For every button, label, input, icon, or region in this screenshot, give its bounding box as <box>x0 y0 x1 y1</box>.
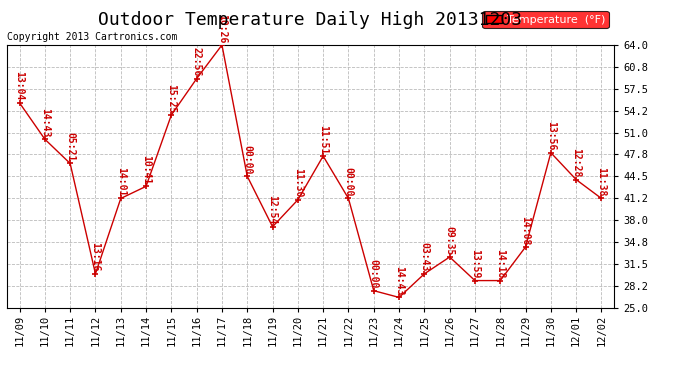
Text: 15:25: 15:25 <box>166 84 177 113</box>
Text: 11:51: 11:51 <box>318 124 328 154</box>
Text: 03:43: 03:43 <box>420 243 429 272</box>
Text: Outdoor Temperature Daily High 20131203: Outdoor Temperature Daily High 20131203 <box>99 11 522 29</box>
Text: 14:43: 14:43 <box>40 108 50 137</box>
Text: 12:54: 12:54 <box>268 195 277 225</box>
Text: 14:43: 14:43 <box>394 266 404 296</box>
Text: 13:16: 13:16 <box>90 243 101 272</box>
Text: 13:04: 13:04 <box>14 72 25 101</box>
Text: 05:21: 05:21 <box>65 132 75 162</box>
Text: 12:28: 12:28 <box>571 148 581 178</box>
Text: 13:59: 13:59 <box>470 249 480 279</box>
Text: 00:00: 00:00 <box>344 167 353 196</box>
Text: 11:38: 11:38 <box>596 167 607 196</box>
Text: 14:08: 14:08 <box>520 216 531 245</box>
Text: 11:30: 11:30 <box>293 168 303 198</box>
Text: 13:56: 13:56 <box>546 121 556 151</box>
Text: 00:00: 00:00 <box>368 259 379 289</box>
Legend: Temperature  (°F): Temperature (°F) <box>482 11 609 28</box>
Text: 10:26: 10:26 <box>217 13 227 43</box>
Text: 22:56: 22:56 <box>192 47 201 76</box>
Text: 10:41: 10:41 <box>141 155 151 184</box>
Text: 09:35: 09:35 <box>444 226 455 255</box>
Text: Copyright 2013 Cartronics.com: Copyright 2013 Cartronics.com <box>7 32 177 42</box>
Text: 00:00: 00:00 <box>242 145 253 174</box>
Text: 14:18: 14:18 <box>495 249 505 279</box>
Text: 14:01: 14:01 <box>116 167 126 196</box>
